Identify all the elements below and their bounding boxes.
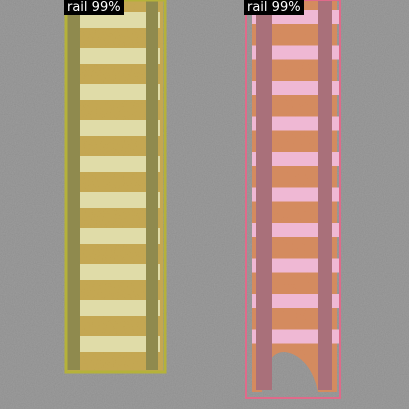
sleeper-left [72,228,160,244]
bounding-box-right [245,0,341,399]
sleeper-left [72,336,160,352]
sleepers-left [72,12,160,352]
rail-left-outer [66,0,80,370]
sleeper-left [72,300,160,316]
sleeper-left [72,48,160,64]
rail-detection-left [64,0,167,374]
sleeper-left [72,192,160,208]
detection-label-left: rail 99% [64,0,124,15]
sleeper-left [72,120,160,136]
sleeper-left [72,156,160,172]
sleeper-left [72,12,160,28]
detection-label-right: rail 99% [244,0,304,15]
rail-right-outer [256,0,272,390]
rail-detection-right [245,0,341,399]
sleeper-left [72,264,160,280]
bounding-box-left [64,0,167,374]
rail-left-inner [146,0,158,370]
rail-right-inner [318,0,332,390]
sleeper-left [72,84,160,100]
